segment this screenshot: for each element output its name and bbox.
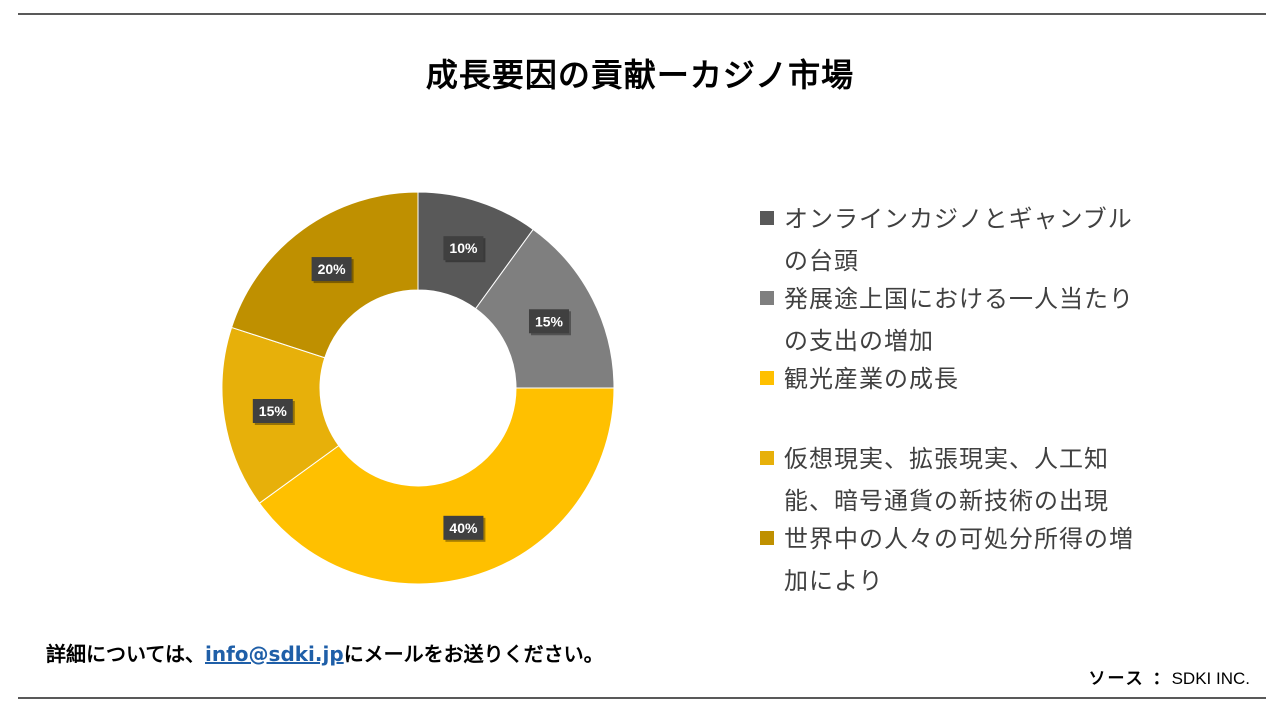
- top-rule: [18, 13, 1266, 15]
- legend-label-line2: 能、暗号通貨の新技術の出現: [784, 487, 1109, 515]
- slice-value-text: 40%: [449, 520, 478, 536]
- legend-label-line2: の台頭: [784, 247, 859, 275]
- legend-swatch: [760, 211, 774, 225]
- legend-swatch: [760, 451, 774, 465]
- legend-label-line1: 発展途上国における一人当たり: [784, 285, 1134, 313]
- source-value: SDKI INC.: [1171, 669, 1250, 688]
- slice-value-label-1: 10%: [443, 236, 486, 263]
- source-credit: ソース ：SDKI INC.: [1089, 664, 1250, 689]
- legend-swatch: [760, 531, 774, 545]
- slice-value-text: 20%: [318, 261, 347, 277]
- legend-label-line1: 仮想現実、拡張現実、人工知: [784, 445, 1109, 473]
- slice-value-label-2: 15%: [528, 309, 571, 336]
- legend-swatch: [760, 371, 774, 385]
- slice-value-text: 15%: [535, 313, 564, 329]
- legend-label-line1: オンラインカジノとギャンブル: [784, 205, 1133, 233]
- slice-value-label-4: 15%: [252, 398, 295, 425]
- slice-value-text: 10%: [449, 240, 478, 256]
- contact-note: 詳細については、info@sdki.jpにメールをお送りください。: [46, 638, 604, 667]
- legend-label-line2: 加により: [784, 567, 884, 595]
- source-label: ソース ：: [1088, 669, 1172, 689]
- contact-suffix: にメールをお送りください。: [343, 642, 604, 666]
- slice-value-text: 15%: [259, 403, 288, 419]
- page-title: 成長要因の貢献ーカジノ市場: [425, 56, 855, 94]
- contact-prefix: 詳細については、: [46, 642, 205, 666]
- bottom-rule: [18, 697, 1266, 699]
- legend-label-line1: 世界中の人々の可処分所得の増: [784, 525, 1134, 553]
- legend-label-line1: 観光産業の成長: [784, 365, 959, 393]
- slice-value-label-5: 20%: [311, 257, 354, 284]
- donut-chart: 10% 15% 40% 15% 20%: [221, 191, 615, 585]
- donut-slice-3: [258, 387, 615, 585]
- legend-swatch: [760, 291, 774, 305]
- slice-value-label-3: 40%: [443, 515, 486, 542]
- legend-label-line2: の支出の増加: [784, 327, 934, 355]
- email-link[interactable]: info@sdki.jp: [205, 642, 344, 666]
